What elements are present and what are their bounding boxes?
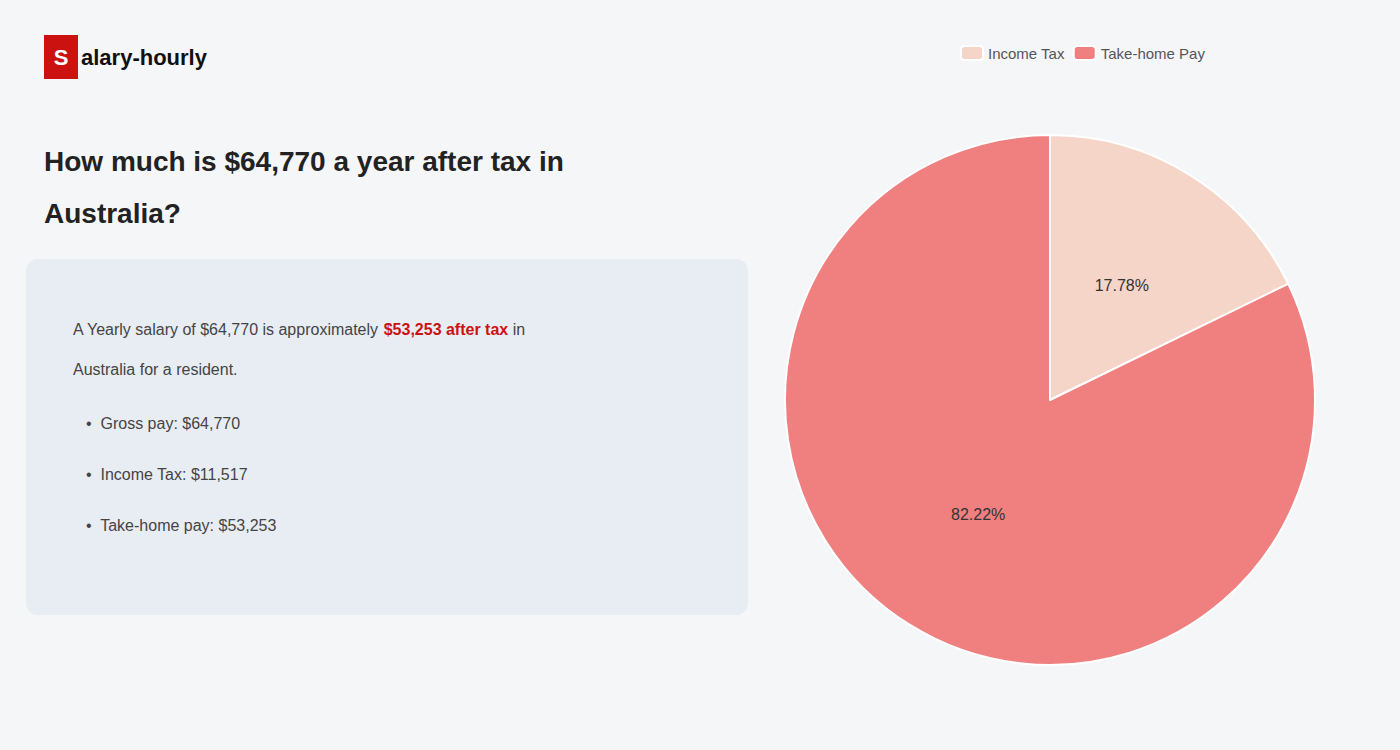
- svg-text:82.22%: 82.22%: [951, 506, 1005, 523]
- svg-text:A Yearly salary of $64,770 is: A Yearly salary of $64,770 is approximat…: [73, 321, 383, 338]
- svg-text:S: S: [54, 45, 69, 70]
- svg-text:$53,253 after tax: $53,253 after tax: [384, 321, 509, 338]
- svg-text:17.78%: 17.78%: [1095, 277, 1149, 294]
- svg-text:Take-home Pay: Take-home Pay: [1101, 45, 1206, 62]
- svg-text:Income Tax: Income Tax: [988, 45, 1065, 62]
- svg-text:in: in: [508, 321, 525, 338]
- svg-text:How much is $64,770 a year aft: How much is $64,770 a year after tax in: [44, 146, 564, 177]
- svg-text:Australia for a resident.: Australia for a resident.: [73, 361, 238, 378]
- svg-text:• Income Tax: $11,517: • Income Tax: $11,517: [86, 466, 248, 483]
- svg-text:• Gross pay: $64,770: • Gross pay: $64,770: [86, 415, 240, 432]
- svg-text:• Take-home pay: $53,253: • Take-home pay: $53,253: [86, 517, 276, 534]
- svg-text:Australia?: Australia?: [44, 198, 181, 229]
- svg-text:alary-hourly: alary-hourly: [81, 45, 208, 70]
